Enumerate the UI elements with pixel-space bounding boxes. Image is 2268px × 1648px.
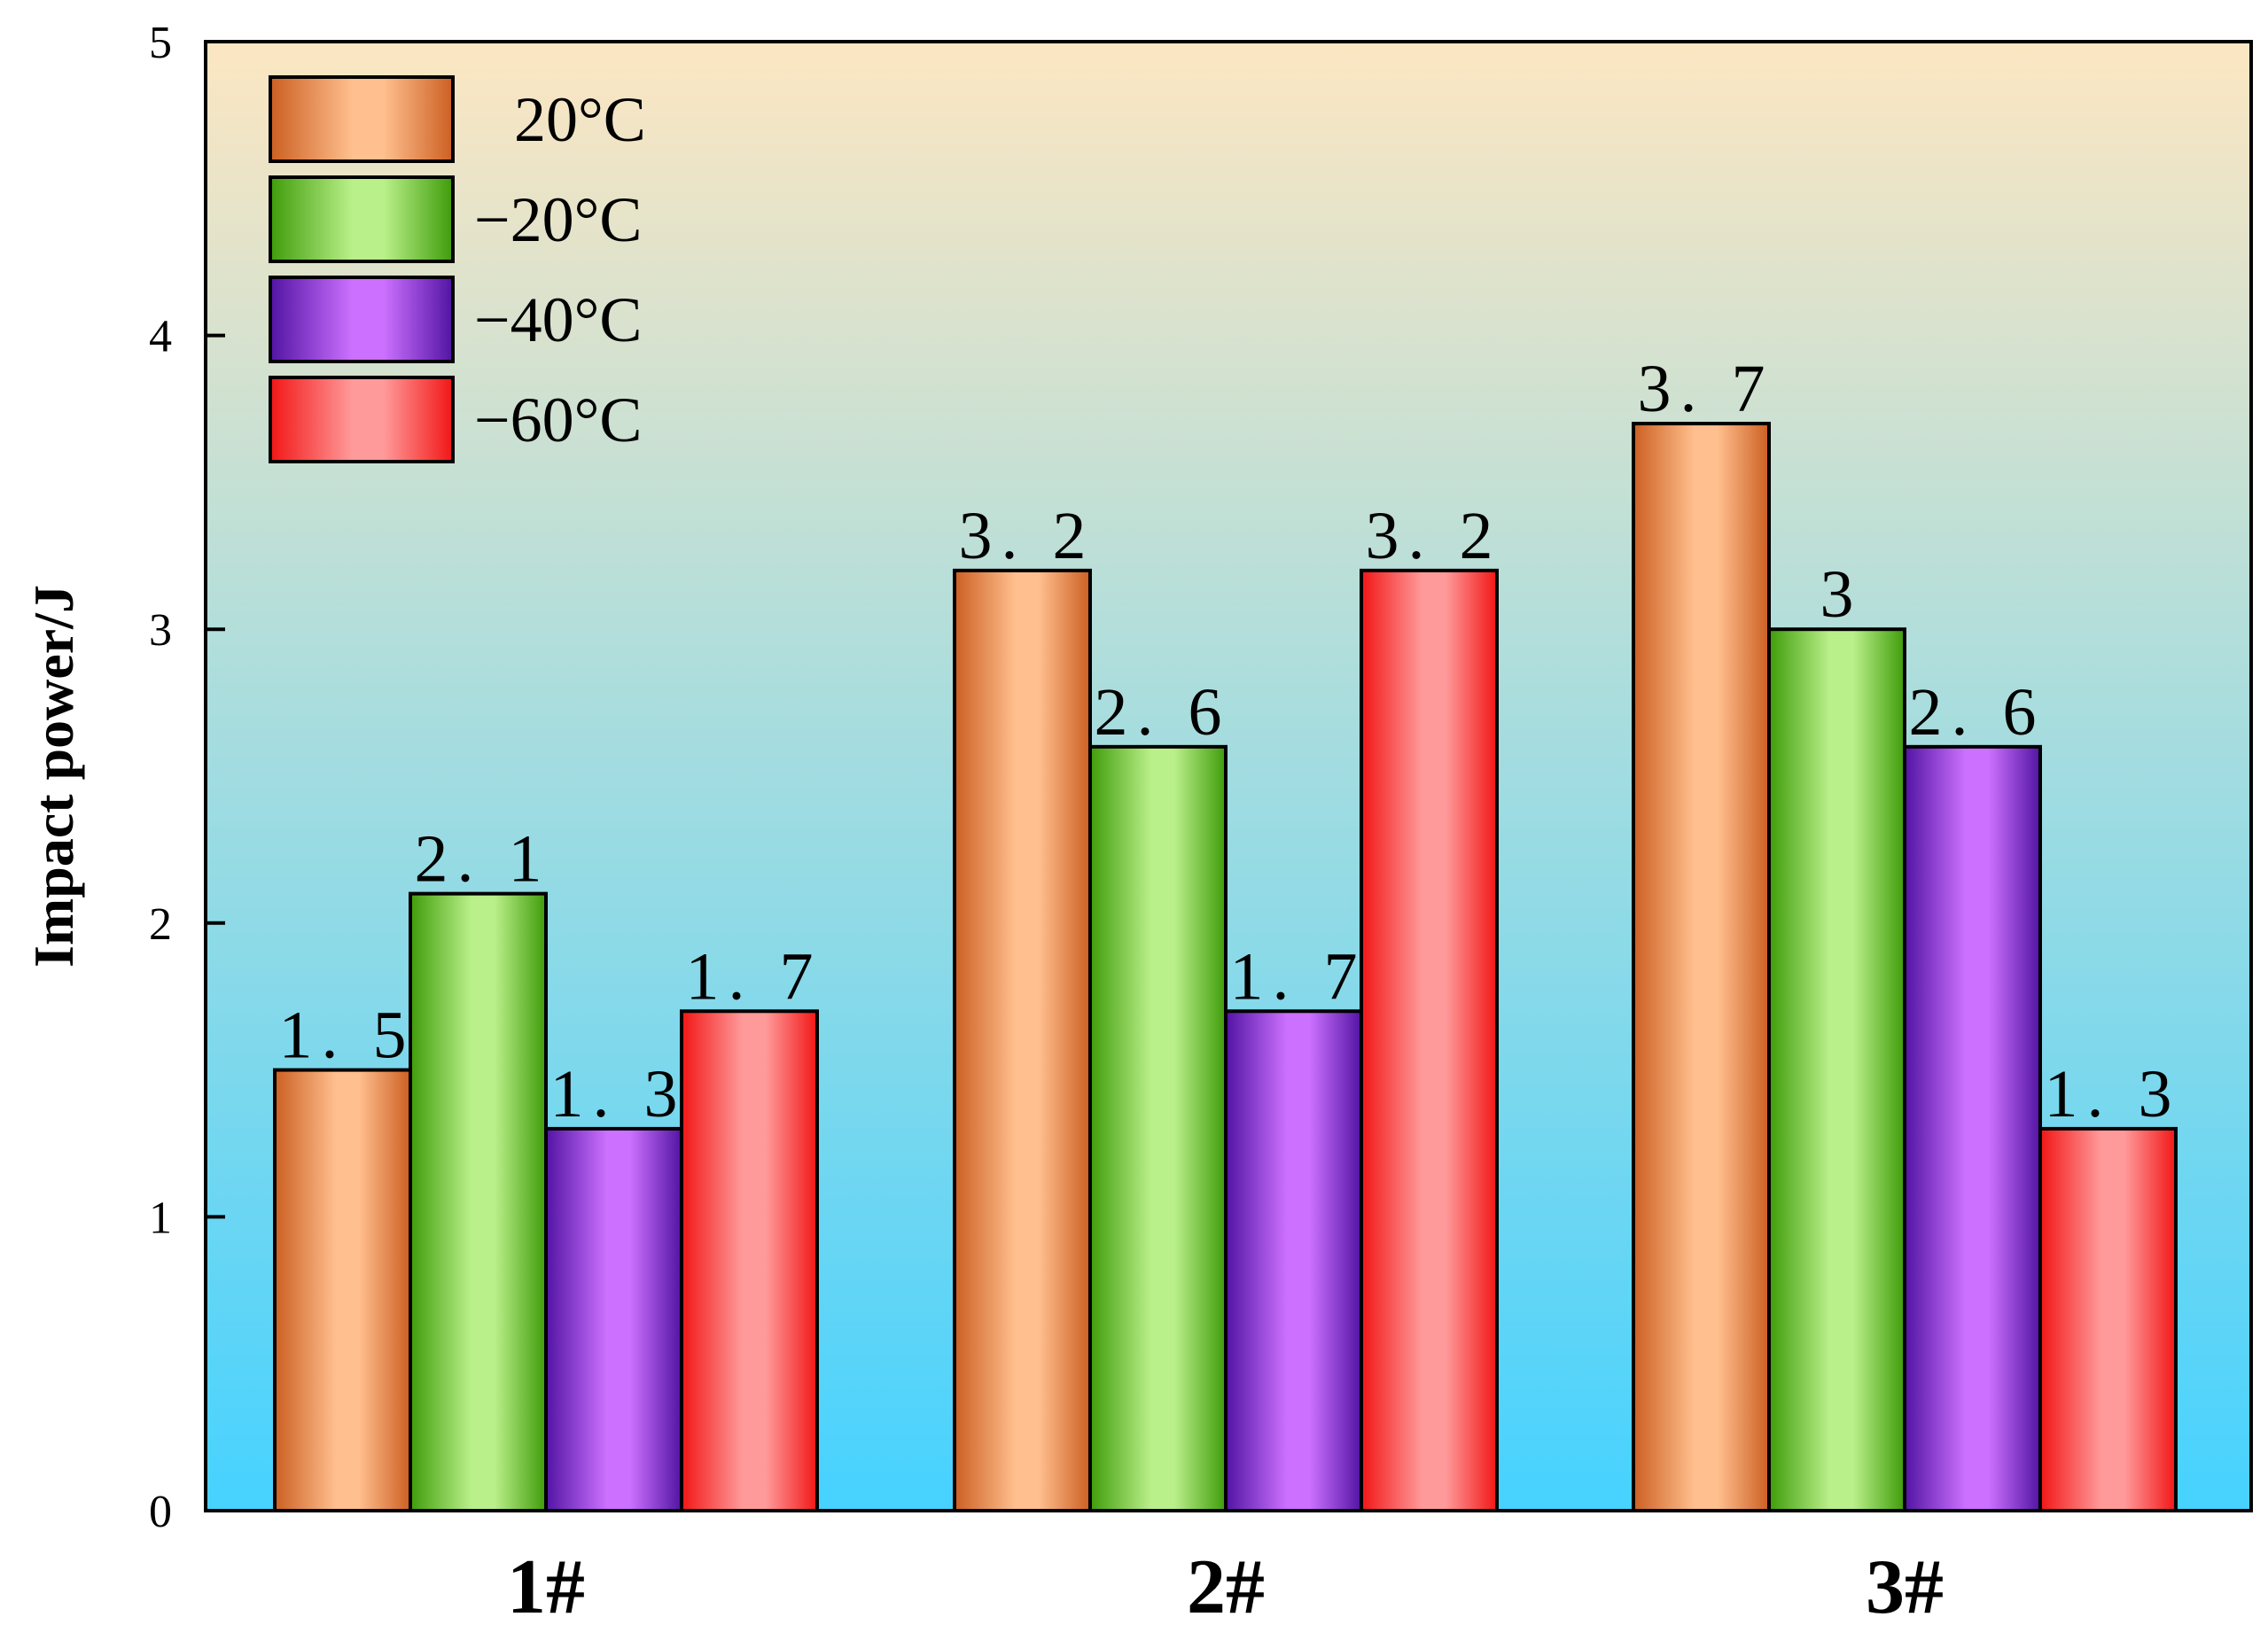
data-label-2-series-4: 3. 2	[1366, 499, 1502, 573]
legend-swatch-1	[269, 75, 455, 163]
data-labels-group: 1. 5 2. 1 1. 3 1. 7 3. 2 2. 6 1. 7 3. 2 3. 7 3 2. …	[279, 352, 2181, 1131]
data-label-1-series-4: 1. 7	[686, 939, 822, 1014]
y-tick-label-3: 3	[149, 605, 172, 656]
plot-frame	[204, 40, 2253, 1512]
data-label-2-series-1: 3. 2	[959, 499, 1095, 573]
y-axis-label: Impact power/J	[22, 585, 85, 968]
data-label-2-series-3: 1. 7	[1230, 939, 1367, 1014]
data-label-3-series-3: 2. 6	[1909, 675, 2046, 750]
x-axis: 1# 2# 3#	[507, 1544, 1944, 1630]
data-label-1-series-1: 1. 5	[279, 999, 416, 1073]
data-label-3-series-1: 3. 7	[1638, 352, 1774, 426]
bar-3-series-1	[1632, 422, 1771, 1513]
y-tick-label-4: 4	[149, 312, 172, 362]
legend: 20°C −20°C −40°C −60°C	[269, 75, 646, 463]
bar-3-series-4	[2038, 1126, 2178, 1513]
x-category-label-1: 1#	[507, 1544, 585, 1630]
bar-2-series-3	[1224, 1009, 1363, 1512]
y-tick-label-5: 5	[149, 18, 172, 68]
bar-2-series-4	[1360, 568, 1499, 1512]
bar-1-series-1	[273, 1068, 412, 1512]
bar-1-series-4	[680, 1009, 819, 1512]
data-label-1-series-2: 2. 1	[415, 822, 551, 897]
legend-label-1: 20°C	[514, 84, 646, 155]
legend-label-3: −40°C	[474, 284, 642, 355]
legend-label-2: −20°C	[474, 184, 642, 255]
y-tick-label-1: 1	[149, 1193, 172, 1243]
data-label-1-series-3: 1. 3	[550, 1057, 687, 1131]
data-label-2-series-2: 2. 6	[1095, 675, 1231, 750]
data-label-3-series-4: 1. 3	[2045, 1057, 2181, 1131]
x-category-label-2: 2#	[1187, 1544, 1265, 1630]
bar-2-series-1	[953, 568, 1092, 1512]
legend-label-4: −60°C	[474, 385, 642, 455]
y-tick-label-0: 0	[149, 1487, 172, 1537]
legend-swatch-2	[269, 175, 455, 263]
x-category-label-3: 3#	[1866, 1544, 1944, 1630]
bar-3-series-3	[1903, 744, 2042, 1512]
bar-1-series-2	[409, 891, 548, 1512]
legend-swatch-3	[269, 276, 455, 363]
bars-group	[273, 422, 2178, 1513]
bar-3-series-2	[1767, 627, 1906, 1512]
bar-1-series-3	[544, 1126, 683, 1513]
bar-2-series-2	[1088, 744, 1228, 1512]
y-axis: 0 1 2 3 4 5	[149, 18, 225, 1537]
y-tick-label-2: 2	[149, 899, 172, 950]
data-label-3-series-2: 3	[1820, 557, 1863, 632]
legend-swatch-4	[269, 376, 455, 463]
